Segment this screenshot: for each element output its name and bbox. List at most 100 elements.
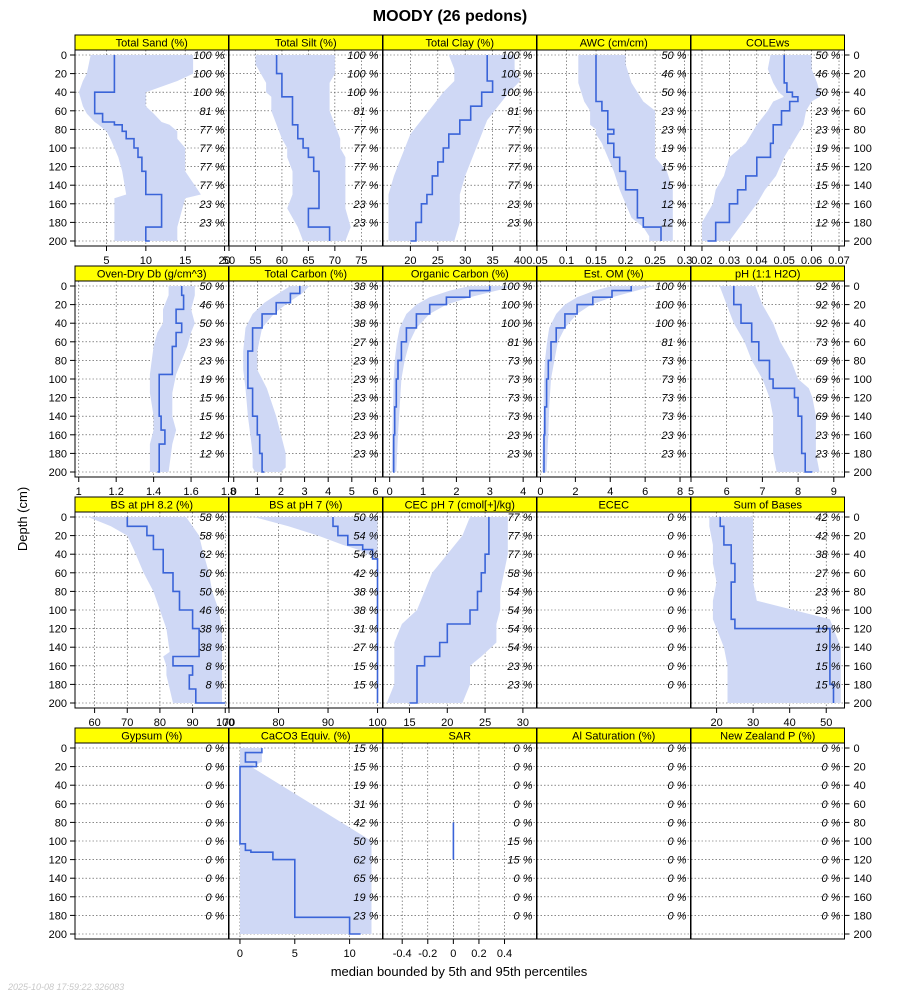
- data-coverage-label: 19 %: [199, 374, 224, 386]
- y-tick-label: 0: [854, 50, 860, 62]
- data-coverage-label: 100 %: [193, 69, 224, 81]
- data-coverage-label: 69 %: [815, 355, 840, 367]
- y-tick-label: 40: [55, 549, 67, 561]
- y-tick-label: 160: [49, 430, 67, 442]
- data-coverage-label: 15 %: [815, 679, 840, 691]
- data-coverage-label: 19 %: [353, 780, 378, 792]
- panel-4: AWC (cm/cm) 50 % 46 % 50 % 23 % 23 % 19 % 15 % 1…: [526, 34, 692, 267]
- data-coverage-label: 50 %: [815, 50, 840, 62]
- x-tick-label: 8: [795, 486, 801, 498]
- x-tick-label: 1: [76, 486, 82, 498]
- x-tick-label: 30: [747, 717, 759, 729]
- x-tick-label: 10: [343, 948, 355, 960]
- panel-18: SAR 0 % 0 % 0 % 0 % 0 % 15 % 15 % 0 % 0 % 0 % -0.4-…: [382, 727, 537, 960]
- y-tick-label: 140: [49, 180, 67, 192]
- data-coverage-label: 23 %: [352, 910, 378, 922]
- y-tick-label: 100: [854, 605, 872, 617]
- x-tick-label: 6: [724, 486, 730, 498]
- x-tick-label: 90: [322, 717, 334, 729]
- data-coverage-label: 54 %: [353, 549, 378, 561]
- y-tick-label: 80: [55, 586, 67, 598]
- data-coverage-label: 38 %: [199, 642, 224, 654]
- x-tick-label: 3: [487, 486, 493, 498]
- y-tick-label: 120: [49, 162, 67, 174]
- x-axis-label: median bounded by 5th and 95th percentil…: [331, 964, 588, 979]
- panel-16: Gypsum (%) 0 % 0 % 0 % 0 % 0 % 0 % 0 % 0 % 0 % 0 %…: [49, 727, 229, 941]
- y-tick-label: 180: [854, 448, 872, 460]
- data-coverage-label: 73 %: [507, 355, 532, 367]
- data-coverage-label: 23 %: [506, 199, 532, 211]
- panel-strip-label: SAR: [448, 731, 471, 743]
- data-coverage-label: 23 %: [506, 430, 532, 442]
- data-coverage-label: 46 %: [815, 69, 840, 81]
- data-coverage-label: 69 %: [815, 411, 840, 423]
- percentile-band: [388, 55, 521, 241]
- x-tick-label: 1.6: [183, 486, 198, 498]
- x-tick-label: 20: [710, 717, 722, 729]
- panel-strip-label: Total Sand (%): [116, 38, 188, 50]
- panel-strip-label: pH (1:1 H2O): [735, 269, 800, 281]
- y-tick-label: 80: [854, 586, 866, 598]
- data-coverage-label: 0 %: [668, 762, 687, 774]
- y-tick-label: 160: [49, 892, 67, 904]
- data-coverage-label: 50 %: [353, 836, 378, 848]
- data-coverage-label: 0 %: [668, 799, 687, 811]
- panel-9: Est. OM (%) 100 % 100 % 100 % 81 % 73 % 73 % 73…: [536, 265, 691, 498]
- data-coverage-label: 15 %: [353, 743, 378, 755]
- data-coverage-label: 81 %: [661, 337, 686, 349]
- data-coverage-label: 54 %: [507, 586, 532, 598]
- panel-strip-label: Oven-Dry Db (g/cm^3): [97, 269, 207, 281]
- data-coverage-label: 23 %: [352, 199, 378, 211]
- y-tick-label: 100: [49, 605, 67, 617]
- median-line: [410, 55, 494, 242]
- x-tick-label: 0.3: [677, 255, 692, 267]
- data-coverage-label: 38 %: [353, 605, 378, 617]
- data-coverage-label: 0 %: [206, 743, 225, 755]
- data-coverage-label: 42 %: [815, 531, 840, 543]
- data-coverage-label: 62 %: [199, 549, 224, 561]
- data-coverage-label: 100 %: [655, 318, 686, 330]
- panel-19: Al Saturation (%) 0 % 0 % 0 % 0 % 0 % 0 % 0 % 0 …: [536, 727, 691, 940]
- y-tick-label: 120: [854, 855, 872, 867]
- data-coverage-label: 100 %: [501, 50, 532, 62]
- data-coverage-label: 12 %: [661, 217, 686, 229]
- y-tick-label: 200: [49, 698, 67, 710]
- x-tick-label: 15: [403, 717, 415, 729]
- y-tick-label: 100: [854, 836, 872, 848]
- data-coverage-label: 15 %: [815, 162, 840, 174]
- y-tick-label: 60: [55, 106, 67, 118]
- data-coverage-label: 38 %: [353, 281, 378, 293]
- median-line: [126, 517, 226, 704]
- x-tick-label: 75: [355, 255, 367, 267]
- panel-strip-label: Sum of Bases: [734, 500, 803, 512]
- data-coverage-label: 0 %: [668, 549, 687, 561]
- data-coverage-label: 77 %: [507, 549, 532, 561]
- panel-3: Total Clay (%) 100 % 100 % 100 % 81 % 77 % 77 …: [382, 34, 537, 267]
- data-coverage-label: 73 %: [815, 337, 840, 349]
- median-line: [157, 286, 185, 473]
- median-line: [275, 55, 331, 241]
- data-coverage-label: 100 %: [501, 300, 532, 312]
- data-coverage-label: 0 %: [668, 855, 687, 867]
- data-coverage-label: 0 %: [206, 762, 225, 774]
- data-coverage-label: 23 %: [814, 448, 840, 460]
- data-coverage-label: 27 %: [352, 337, 378, 349]
- y-tick-label: 80: [55, 355, 67, 367]
- data-coverage-label: 0 %: [514, 743, 533, 755]
- data-coverage-label: 23 %: [506, 679, 532, 691]
- data-coverage-label: 15 %: [199, 411, 224, 423]
- data-coverage-label: 0 %: [206, 855, 225, 867]
- panel-2: Total Silt (%) 100 % 100 % 100 % 81 % 77 % 77 …: [223, 34, 383, 267]
- y-tick-label: 200: [49, 236, 67, 248]
- data-coverage-label: 77 %: [507, 162, 532, 174]
- x-tick-label: 60: [88, 717, 100, 729]
- x-tick-label: 70: [223, 717, 235, 729]
- x-tick-label: 0.03: [719, 255, 740, 267]
- y-tick-label: 0: [61, 281, 67, 293]
- data-coverage-label: 23 %: [352, 217, 378, 229]
- panel-6: Oven-Dry Db (g/cm^3)50 %46 %50 %23 %23 %…: [49, 265, 236, 498]
- x-tick-label: 20: [441, 717, 453, 729]
- data-coverage-label: 77 %: [199, 143, 224, 155]
- panel-strip-label: Total Silt (%): [275, 38, 337, 50]
- data-coverage-label: 0 %: [206, 836, 225, 848]
